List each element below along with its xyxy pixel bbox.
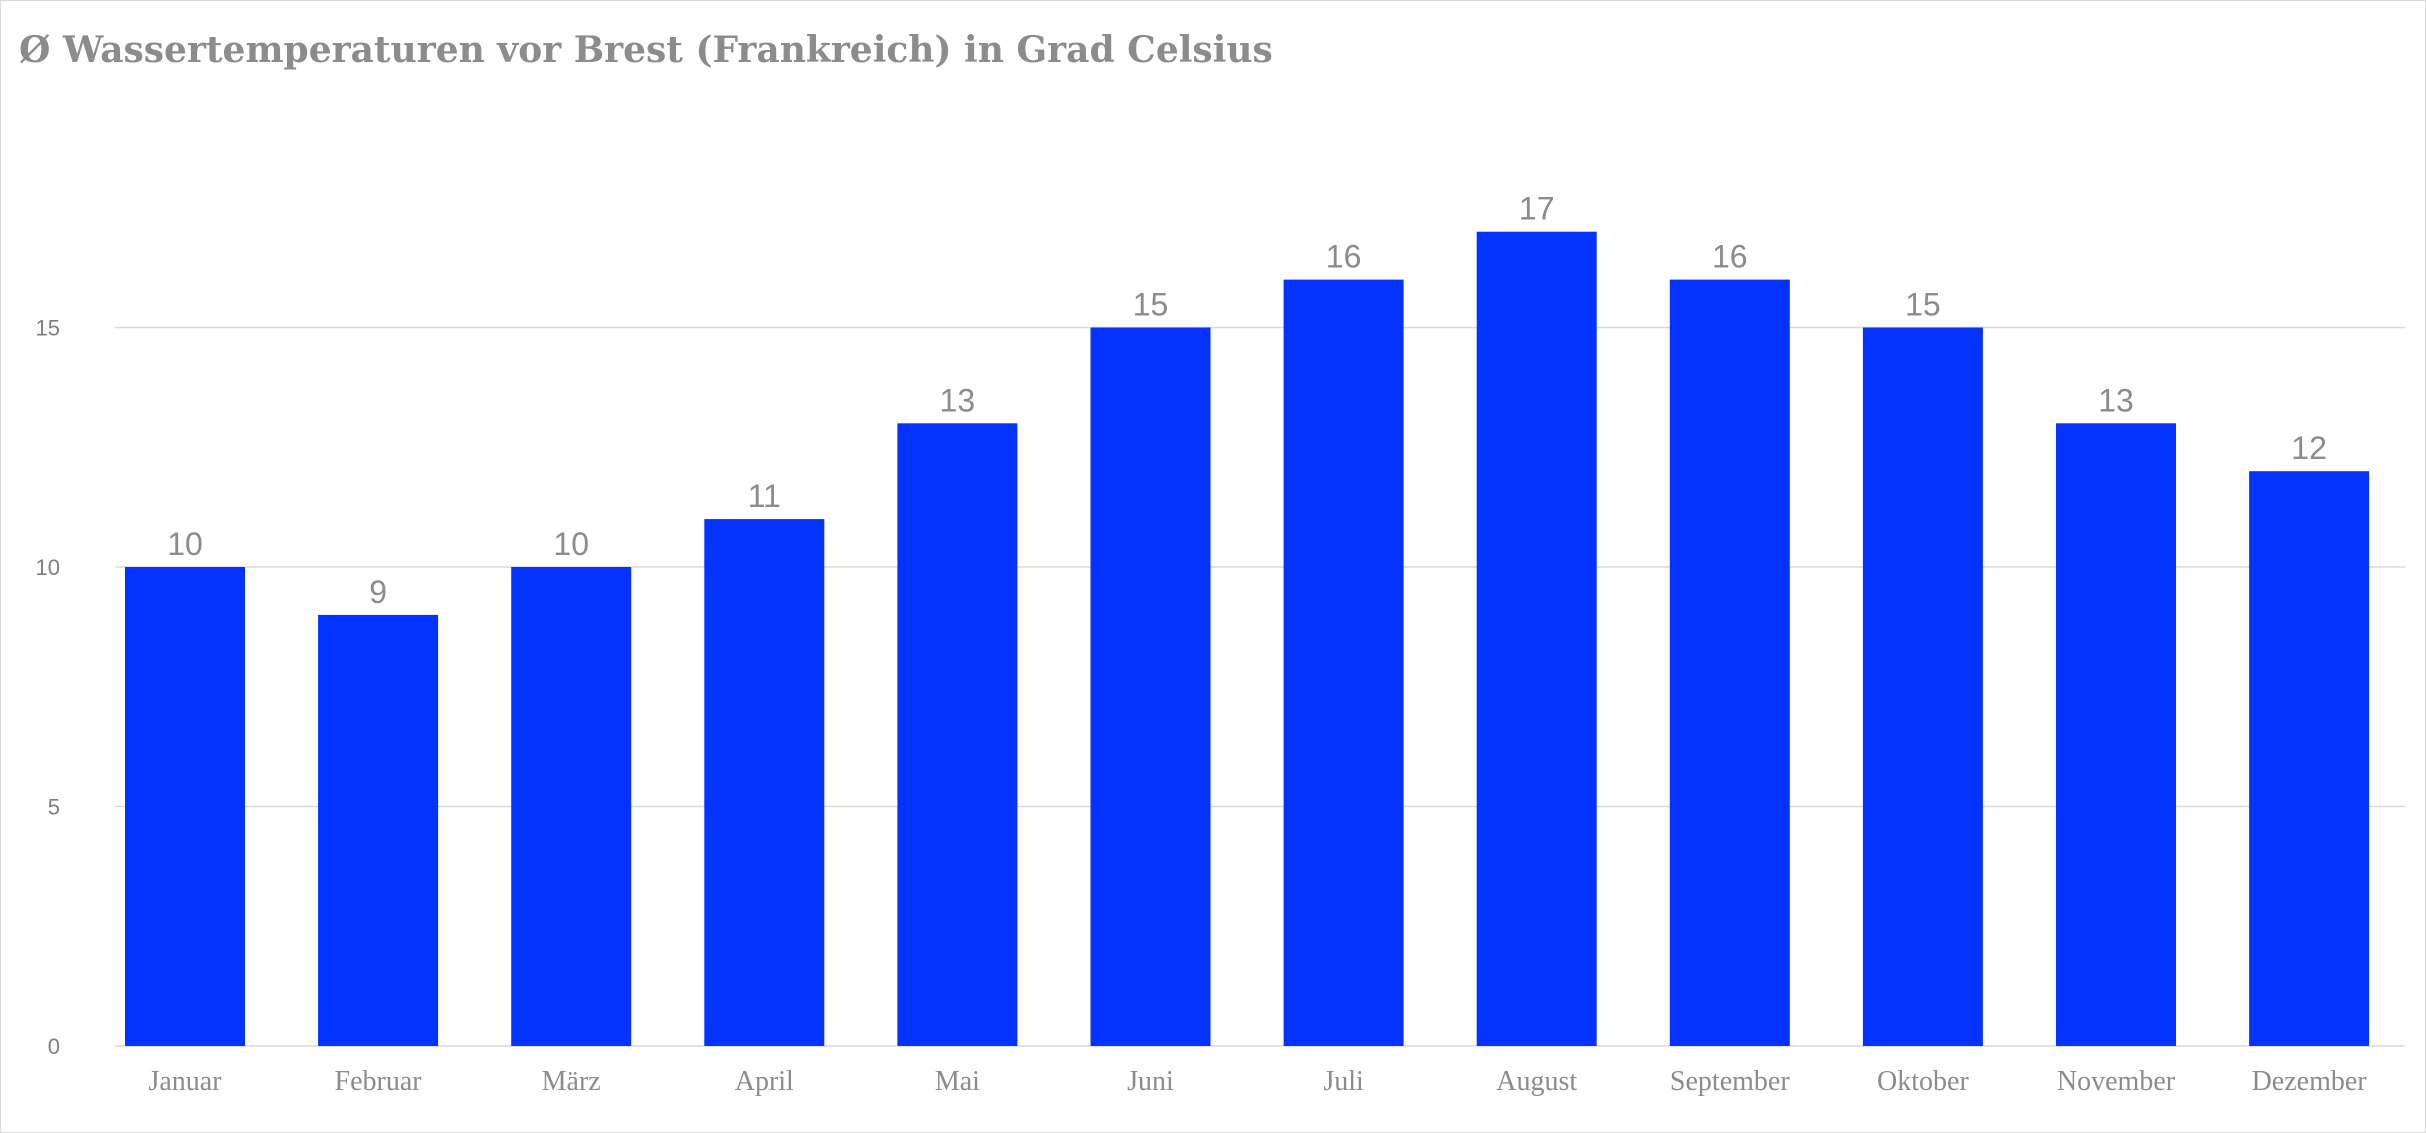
bar [704, 519, 825, 1046]
y-tick-label: 0 [48, 1034, 60, 1059]
data-label: 12 [2291, 430, 2327, 466]
bar [1283, 279, 1404, 1047]
data-label: 16 [1326, 239, 1362, 275]
bar [125, 567, 245, 1046]
x-tick-label: November [2057, 1066, 2176, 1097]
x-tick-label: August [1496, 1066, 1577, 1097]
x-tick-label: Dezember [2252, 1066, 2368, 1097]
x-tick-label: Februar [335, 1066, 423, 1097]
bar [511, 567, 632, 1046]
bar [1669, 279, 1790, 1047]
chart-title: Ø Wassertemperaturen vor Brest (Frankrei… [19, 29, 1273, 71]
bar [1090, 327, 1211, 1046]
data-label: 17 [1519, 191, 1555, 227]
y-tick-label: 10 [36, 555, 60, 580]
x-tick-label: März [542, 1066, 601, 1097]
data-label: 10 [553, 526, 589, 562]
x-tick-label: Juni [1127, 1066, 1174, 1097]
x-tick-label: Juli [1323, 1066, 1364, 1097]
bar [318, 614, 439, 1046]
y-tick-label: 5 [48, 795, 60, 820]
data-label: 11 [748, 478, 781, 514]
data-label: 9 [369, 574, 387, 610]
bar [1862, 327, 1983, 1046]
data-label: 13 [940, 382, 976, 418]
data-label: 10 [167, 526, 203, 562]
data-label: 15 [1133, 287, 1169, 323]
x-tick-label: September [1670, 1066, 1790, 1097]
data-label: 16 [1712, 239, 1748, 275]
data-label: 13 [2098, 382, 2134, 418]
x-tick-label: Mai [935, 1066, 980, 1097]
data-label: 15 [1905, 287, 1941, 323]
bar [2249, 471, 2370, 1046]
x-tick-label: April [735, 1066, 794, 1097]
bar [1476, 231, 1597, 1046]
bar [2056, 423, 2176, 1046]
x-tick-label: Januar [148, 1066, 222, 1097]
bar [897, 423, 1018, 1046]
x-tick-label: Oktober [1877, 1066, 1969, 1097]
y-tick-label: 15 [36, 316, 60, 341]
